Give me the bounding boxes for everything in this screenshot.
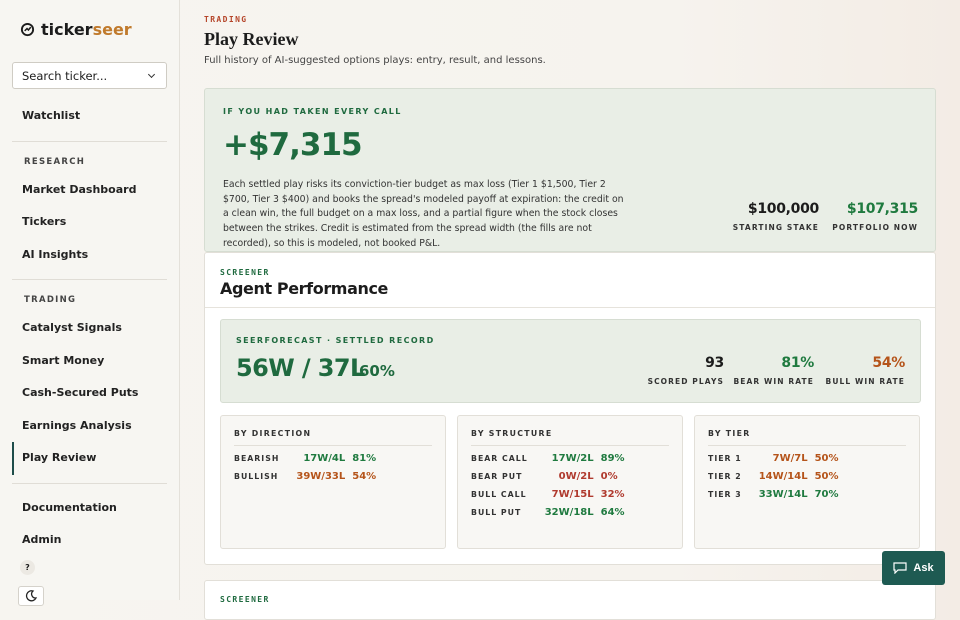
row-label: TIER 1 (708, 454, 742, 463)
row-record: 17W/4L (303, 453, 346, 464)
help-button[interactable]: ? (20, 560, 35, 575)
stat-value: $100,000 (747, 201, 819, 217)
stat-label: BULL WIN RATE (825, 377, 905, 386)
row-pct: 32% (600, 489, 625, 500)
stat-value: 54% (872, 355, 905, 371)
row-pct: 50% (814, 453, 839, 464)
brand-second: seer (92, 20, 132, 39)
nav-item[interactable]: Play Review (12, 442, 167, 475)
row-label: BULL PUT (471, 508, 522, 517)
page-eyebrow: TRADING (204, 15, 248, 24)
brand[interactable]: tickerseer (20, 20, 132, 39)
stat-value: $107,315 (846, 201, 918, 217)
search-select[interactable]: Search ticker... (12, 62, 167, 89)
row-pct: 0% (600, 471, 618, 482)
panel-title: BY TIER (708, 429, 906, 446)
page-title: Play Review (204, 29, 299, 49)
row-record: 39W/33L (296, 471, 346, 482)
theme-toggle[interactable] (18, 586, 44, 606)
stat-label: SCORED PLAYS (647, 377, 724, 386)
panel-rows: TIER 1 7W/7L 50% TIER 2 14W/14L 50% TIER 3 33W/… (708, 453, 906, 500)
row-label: TIER 3 (708, 490, 742, 499)
record-pct: 60% (359, 362, 395, 380)
stat: 93 SCORED PLAYS (647, 355, 725, 386)
card-eyebrow: SCREENER (220, 268, 270, 277)
summary-eyebrow: IF YOU HAD TAKEN EVERY CALL (223, 107, 402, 116)
record-eyebrow: SEERFORECAST · SETTLED RECORD (236, 336, 435, 345)
nav-group: Documentation Admin (12, 482, 167, 557)
nav-item[interactable]: Catalyst Signals (22, 321, 122, 334)
nav: Watchlist RESEARCH Market Dashboard Tickers… (12, 100, 167, 557)
row-pct: 50% (814, 471, 839, 482)
breakdown-panel: BY TIER TIER 1 7W/7L 50% TIER 2 14W/14L 50% TIE… (694, 415, 920, 549)
summary-box: IF YOU HAD TAKEN EVERY CALL +$7,315 Each… (204, 88, 936, 252)
card-title: Agent Performance (220, 279, 389, 298)
row-record: 32W/18L (544, 507, 594, 518)
panel-title: BY STRUCTURE (471, 429, 669, 446)
row-record: 17W/2L (551, 453, 594, 464)
nav-item[interactable]: Tickers (22, 215, 67, 228)
ask-button[interactable]: Ask (882, 551, 945, 585)
agent-card: SCREENER Agent Performance SEERFORECAST … (204, 252, 936, 565)
logo-icon (20, 22, 35, 37)
row-pct: 54% (352, 471, 377, 482)
stat-label: STARTING STAKE (732, 223, 819, 232)
row-pct: 89% (600, 453, 625, 464)
nav-section-label: RESEARCH (24, 156, 86, 167)
stat-value: 81% (781, 355, 814, 371)
page: tickerseer Search ticker... Watchlist RES… (0, 0, 960, 600)
nav-item[interactable]: Cash-Secured Puts (22, 386, 139, 399)
row-label: BEAR PUT (471, 472, 523, 481)
panel-rows: BEAR CALL 17W/2L 89% BEAR PUT 0W/2L 0% BULL CA… (471, 453, 669, 518)
brand-first: ticker (41, 20, 93, 39)
stat: $100,000 STARTING STAKE (732, 201, 820, 232)
nav-item[interactable]: Smart Money (22, 353, 105, 367)
nav-item[interactable]: Admin (22, 533, 62, 546)
ask-label: Ask (913, 562, 934, 574)
row-pct: 70% (814, 489, 839, 500)
panel-rows: BEARISH 17W/4L 81% BULLISH 39W/33L 54% (234, 453, 432, 482)
row-label: BEARISH (234, 454, 280, 463)
nav-item[interactable]: AI Insights (22, 247, 89, 261)
row-record: 7W/15L (551, 489, 594, 500)
stat-label: BEAR WIN RATE (733, 377, 814, 386)
row-label: BEAR CALL (471, 454, 528, 463)
record-wl: 56W / 37L (236, 354, 365, 382)
summary-total: +$7,315 (223, 127, 363, 163)
record-box: SEERFORECAST · SETTLED RECORD 56W / 37L … (220, 319, 921, 403)
nav-group: TRADING Catalyst Signals Smart Money Cash-S… (12, 279, 167, 475)
page-subtitle: Full history of AI-suggested options pla… (204, 55, 546, 66)
stat-value: 93 (705, 355, 724, 371)
stat: 81% BEAR WIN RATE (733, 355, 814, 386)
row-label: TIER 2 (708, 472, 742, 481)
nav-item[interactable]: Watchlist (22, 109, 81, 122)
stat: 54% BULL WIN RATE (825, 355, 906, 386)
row-record: 14W/14L (758, 471, 808, 482)
row-record: 33W/14L (758, 489, 808, 500)
nav-section-label: TRADING (24, 295, 77, 305)
summary-note: Each settled play risks its conviction-t… (223, 179, 624, 249)
row-label: BULLISH (234, 472, 279, 481)
nav-item[interactable]: Market Dashboard (22, 182, 137, 196)
nav-item[interactable]: Earnings Analysis (22, 418, 132, 432)
nav-group: Watchlist (12, 100, 167, 133)
stat-label: PORTFOLIO NOW (832, 223, 918, 232)
breakdown-panel: BY DIRECTION BEARISH 17W/4L 81% BULLISH 39W/3… (220, 415, 446, 549)
next-card: SCREENER (204, 580, 936, 620)
stat: $107,315 PORTFOLIO NOW (832, 201, 918, 232)
nav-group: RESEARCH Market Dashboard Tickers AI Insigh… (12, 140, 167, 272)
row-pct: 64% (600, 507, 625, 518)
row-label: BULL CALL (471, 490, 527, 499)
breakdown-panel: BY STRUCTURE BEAR CALL 17W/2L 89% BEAR PUT 0W… (457, 415, 683, 549)
sidebar: tickerseer Search ticker... Watchlist RES… (0, 0, 180, 606)
panel-title: BY DIRECTION (234, 429, 432, 446)
nav-item[interactable]: Documentation (22, 500, 117, 514)
divider (205, 307, 935, 308)
row-record: 7W/7L (772, 453, 808, 464)
row-pct: 81% (352, 453, 377, 464)
row-record: 0W/2L (558, 471, 594, 482)
